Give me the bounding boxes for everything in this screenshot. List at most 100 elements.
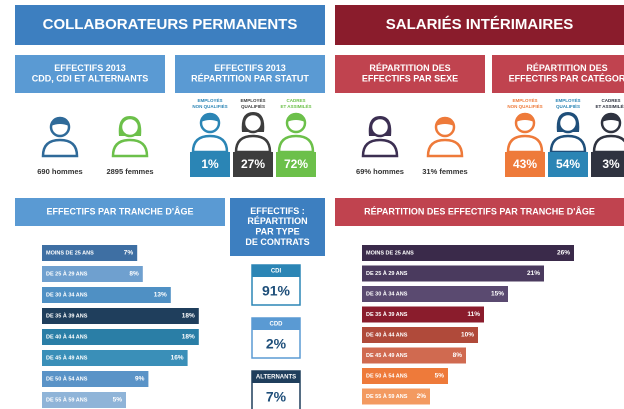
person-hair [602,113,620,122]
person-hair [516,113,534,122]
status-value: 27% [241,157,265,171]
status-label: ET ASSIMILÉS [280,102,311,109]
person-body [361,138,399,158]
status-label: CADRES [601,98,620,103]
person-body [549,134,587,154]
age-value: 13% [154,292,167,299]
person-body [592,134,624,154]
status-box [591,152,624,177]
person-body [111,138,149,158]
age-bar [42,308,199,324]
sub-header [175,55,325,93]
age-bar [362,347,466,364]
contract-label: CDI [271,269,282,275]
age-value: 2% [417,393,427,400]
person-hair [51,117,69,126]
status-label: QUALIFIÉS [556,102,580,109]
status-value: 72% [284,157,308,171]
status-label: NON QUALIFIÉS [192,102,227,109]
person-body [426,138,464,158]
person-hair [287,113,305,122]
sub-header-text: RÉPARTITION DES [526,63,607,73]
person-body [191,134,229,154]
contract-label: ALTERNANTS [256,375,296,381]
age-value: 18% [182,334,195,341]
person-head [119,116,141,138]
age-label: DE 40 À 44 ANS [46,333,88,340]
age-value: 5% [113,397,123,404]
sub-header-text: DE CONTRATS [245,237,309,247]
age-label: DE 30 À 34 ANS [46,291,88,298]
status-label: EMPLOYÉS [555,96,580,103]
age-label: MOINS DE 25 ANS [46,250,94,256]
people-count: 2895 femmes [106,167,153,176]
age-value: 16% [171,355,184,362]
contract-label-bg [252,371,300,383]
age-bar [362,306,484,323]
age-bar [42,329,199,345]
status-label: EMPLOYÉS [512,96,537,103]
age-label: DE 35 À 39 ANS [366,311,408,318]
contract-label-bg [252,265,300,277]
age-bar [362,286,508,302]
age-label: DE 25 À 29 ANS [366,270,408,277]
sub-header [230,198,325,256]
age-bar [42,245,138,261]
age-value: 21% [527,270,540,277]
sub-header-text: EFFECTIFS 2013 [54,63,126,73]
status-box [190,152,230,177]
age-value: 7% [124,250,134,257]
status-label: ET ASSIMILÉS [595,102,624,109]
sub-header-text: CDD, CDI ET ALTERNANTS [32,74,149,84]
contract-value: 91% [262,283,291,299]
sub-header [492,55,624,93]
sub-header-text: PAR TYPE [255,227,299,237]
sub-header-text: EFFECTIFS PAR SEXE [362,74,458,84]
person-body [41,138,79,158]
age-value: 10% [461,332,474,339]
age-value: 26% [557,250,570,257]
age-value: 5% [435,373,445,380]
age-label: DE 45 À 49 ANS [46,354,88,361]
contract-value: 7% [266,389,287,405]
status-label: EMPLOYÉS [240,96,265,103]
age-bar [362,388,430,405]
age-label: DE 50 À 54 ANS [46,375,88,382]
age-label: DE 55 À 59 ANS [46,396,88,403]
person-hair [201,113,219,122]
age-label: DE 40 À 44 ANS [366,331,408,338]
section-header-text: SALARIÉS INTÉRIMAIRES [386,16,574,33]
age-bar [362,368,448,384]
person-head [369,116,391,138]
age-label: DE 50 À 54 ANS [366,372,408,379]
sub-header-text: EFFECTIFS PAR TRANCHE D'ÂGE [47,205,194,216]
section-header [335,5,624,45]
sub-header-text: RÉPARTITION PAR STATUT [191,74,309,84]
age-bar [42,287,171,303]
person-body [506,134,544,154]
age-bar [362,245,574,261]
age-bar [42,371,149,387]
status-value: 54% [556,157,580,171]
status-box [233,152,273,177]
status-box [548,152,588,177]
age-label: DE 55 À 59 ANS [366,393,408,400]
sub-header-text: EFFECTIFS 2013 [214,63,286,73]
section-header-text: COLLABORATEURS PERMANENTS [43,16,298,33]
age-label: DE 25 À 29 ANS [46,270,88,277]
sub-header [15,55,165,93]
section-header [15,5,325,45]
status-label: QUALIFIÉS [241,102,265,109]
sub-header [335,198,624,226]
age-value: 9% [135,376,145,383]
age-value: 8% [129,271,139,278]
age-label: DE 35 À 39 ANS [46,312,88,319]
age-bar [42,266,143,282]
people-count: 69% hommes [356,167,404,176]
status-label: EMPLOYÉS [197,96,222,103]
status-value: 1% [201,157,219,171]
age-value: 15% [491,291,504,298]
age-label: DE 30 À 34 ANS [366,290,408,297]
status-box [276,152,316,177]
